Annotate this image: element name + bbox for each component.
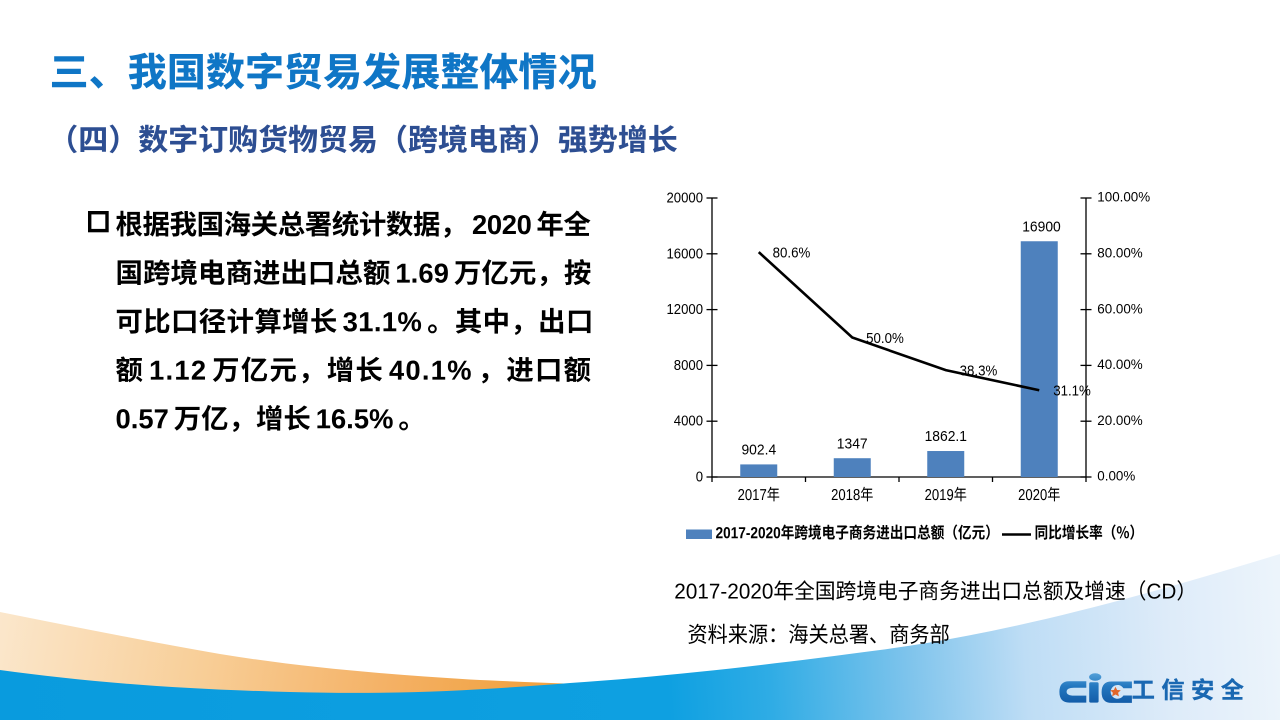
svg-text:8000: 8000 [674,356,703,373]
svg-text:0.00%: 0.00% [1097,469,1135,484]
svg-text:40.00%: 40.00% [1097,357,1143,372]
svg-text:16900: 16900 [1022,218,1061,234]
svg-text:60.00%: 60.00% [1097,301,1143,316]
svg-text:100.00%: 100.00% [1097,190,1150,205]
svg-text:20.00%: 20.00% [1097,413,1143,428]
svg-text:80.00%: 80.00% [1097,246,1143,261]
svg-text:1347: 1347 [837,435,868,451]
svg-text:4000: 4000 [674,412,703,429]
svg-text:1862.1: 1862.1 [925,428,968,444]
svg-text:0: 0 [696,468,704,485]
svg-text:50.0%: 50.0% [866,330,904,347]
svg-text:20000: 20000 [666,189,703,206]
svg-text:902.4: 902.4 [741,441,776,457]
svg-text:38.3%: 38.3% [960,363,998,380]
svg-text:31.1%: 31.1% [1053,383,1091,400]
svg-text:80.6%: 80.6% [773,245,811,262]
svg-text:16000: 16000 [666,245,703,262]
svg-text:12000: 12000 [666,300,703,317]
